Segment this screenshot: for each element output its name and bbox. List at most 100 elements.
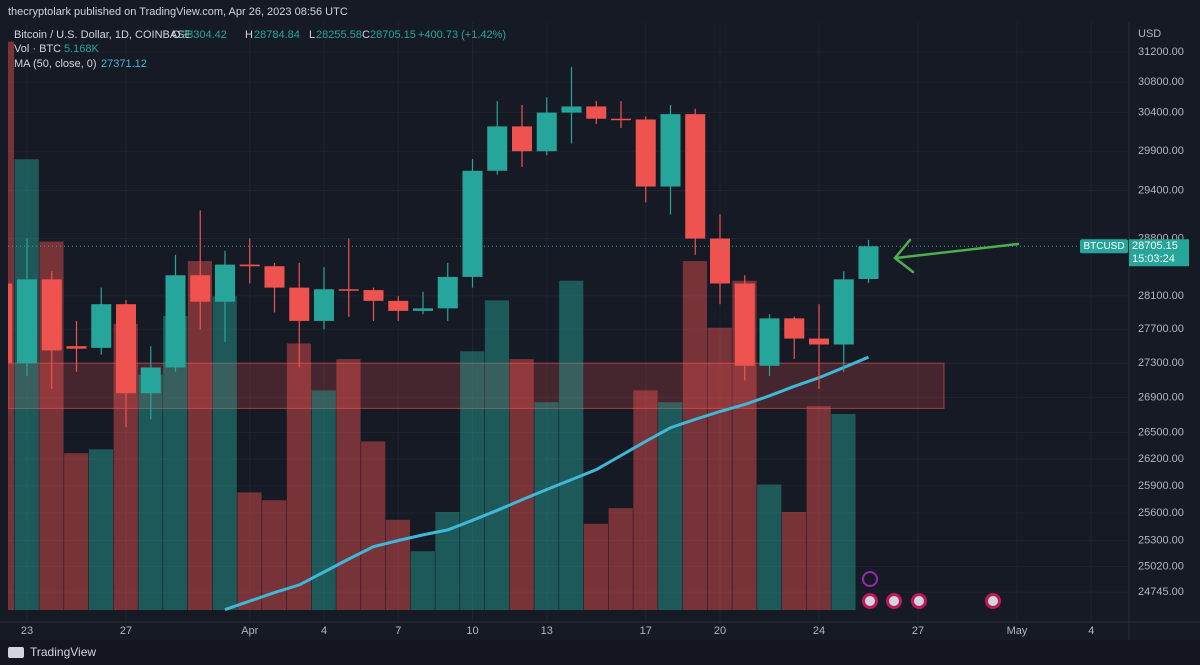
- candle-body: [710, 238, 730, 284]
- volume-bar: [484, 300, 510, 610]
- volume-bar: [707, 327, 732, 610]
- countdown: 15:03:24: [1132, 253, 1175, 265]
- x-tick-label: May: [1007, 625, 1028, 637]
- candle-body: [66, 346, 87, 349]
- volume-bar: [88, 449, 114, 610]
- candle-body: [413, 308, 433, 311]
- event-icons: [862, 571, 1001, 609]
- legend-o: O: [172, 29, 181, 41]
- volume-bar: [336, 359, 361, 610]
- x-tick-label: 4: [321, 625, 327, 637]
- y-tick-label: 26200.00: [1138, 453, 1184, 465]
- x-tick-label: 7: [395, 625, 401, 637]
- legend-low: 28255.58: [316, 29, 362, 41]
- ma-label: MA (50, close, 0): [14, 58, 97, 70]
- footer-logo: [8, 647, 24, 658]
- price-tag: [1129, 239, 1189, 267]
- volume-bar: [212, 296, 237, 610]
- candle-body: [289, 287, 310, 321]
- volume-bar: [237, 492, 262, 610]
- candle-body: [314, 289, 334, 321]
- candle-body: [512, 126, 532, 152]
- volume-bar: [608, 508, 633, 610]
- volume-bar: [534, 402, 559, 610]
- y-tick-label: 27700.00: [1138, 323, 1184, 335]
- candle-body: [561, 106, 582, 113]
- y-tick-label: 24745.00: [1138, 586, 1184, 598]
- ma-line: [224, 355, 870, 612]
- volume-bar: [831, 414, 856, 610]
- y-tick-label: 29900.00: [1138, 145, 1184, 157]
- candle-body: [239, 264, 260, 267]
- candle-body: [140, 367, 161, 394]
- candle-body: [759, 318, 780, 366]
- last-price-label: 28705.15: [1132, 240, 1178, 252]
- volume-bar: [460, 351, 485, 610]
- x-tick-label: 24: [813, 625, 825, 637]
- y-tick-label: 25900.00: [1138, 480, 1184, 492]
- arrow: [893, 238, 1020, 274]
- y-tick-label: 27300.00: [1138, 357, 1184, 369]
- y-tick-label: 31200.00: [1138, 46, 1184, 58]
- candle-body: [611, 118, 631, 121]
- candle-body: [41, 279, 62, 351]
- volume-bar: [559, 280, 584, 610]
- x-tick-label: 17: [640, 625, 652, 637]
- y-tick-label: 26500.00: [1138, 426, 1184, 438]
- volume-bar: [806, 406, 831, 610]
- candle-body: [388, 300, 409, 311]
- legend-title: Bitcoin / U.S. Dollar, 1D, COINBASE: [14, 29, 192, 41]
- volume-bar: [410, 551, 435, 610]
- y-tick-label: 25600.00: [1138, 507, 1184, 519]
- x-tick-label: 27: [912, 625, 924, 637]
- candle-body: [660, 114, 681, 187]
- volume-bar: [757, 484, 782, 610]
- candle-body: [685, 114, 706, 239]
- volume-bar: [633, 390, 658, 610]
- y-tick-label: 29400.00: [1138, 184, 1184, 196]
- volume-bar: [583, 523, 609, 610]
- symbol-tag: [1080, 239, 1128, 254]
- y-tick-label: 30800.00: [1138, 76, 1184, 88]
- plot: [8, 22, 1128, 622]
- x-tick-label: Apr: [241, 625, 258, 637]
- volume-bar: [14, 159, 39, 610]
- volume-bar: [385, 519, 411, 610]
- volume-bar: [781, 512, 807, 610]
- legend-l: L: [309, 29, 315, 41]
- x-tick-label: 20: [714, 625, 726, 637]
- volume-bar: [509, 359, 534, 610]
- legend-c: C: [362, 29, 370, 41]
- volume-last: 5.168K: [64, 43, 100, 55]
- candle-body: [363, 290, 384, 301]
- x-tick-label: 4: [1088, 625, 1094, 637]
- candle-body: [215, 264, 235, 302]
- legend-h: H: [245, 29, 253, 41]
- volume-bar: [361, 441, 386, 610]
- x-tick-label: 27: [120, 625, 132, 637]
- volume-bar: [64, 453, 89, 610]
- volume-bar: [658, 402, 683, 610]
- candle-body: [809, 338, 829, 345]
- candle-body: [536, 112, 557, 152]
- y-tick-label: 25300.00: [1138, 534, 1184, 546]
- candle-body: [190, 275, 211, 302]
- candle-body: [833, 279, 854, 345]
- x-tick-label: 10: [466, 625, 478, 637]
- candle-body: [338, 289, 359, 291]
- x-tick-label: 13: [541, 625, 553, 637]
- candle-body: [734, 283, 755, 366]
- y-tick-label: 30400.00: [1138, 106, 1184, 118]
- volume-bar: [286, 343, 312, 610]
- ma-last: 27371.12: [101, 58, 147, 70]
- y-tick-label: 28100.00: [1138, 290, 1184, 302]
- candle-body: [858, 246, 879, 280]
- footer-brand: TradingView: [30, 645, 96, 659]
- candle-body: [264, 266, 285, 288]
- y-tick-label: 25020.00: [1138, 560, 1184, 572]
- candle-body: [586, 106, 607, 119]
- candle-body: [91, 304, 112, 348]
- legend-high: 28784.84: [254, 29, 300, 41]
- candle-body: [487, 126, 508, 171]
